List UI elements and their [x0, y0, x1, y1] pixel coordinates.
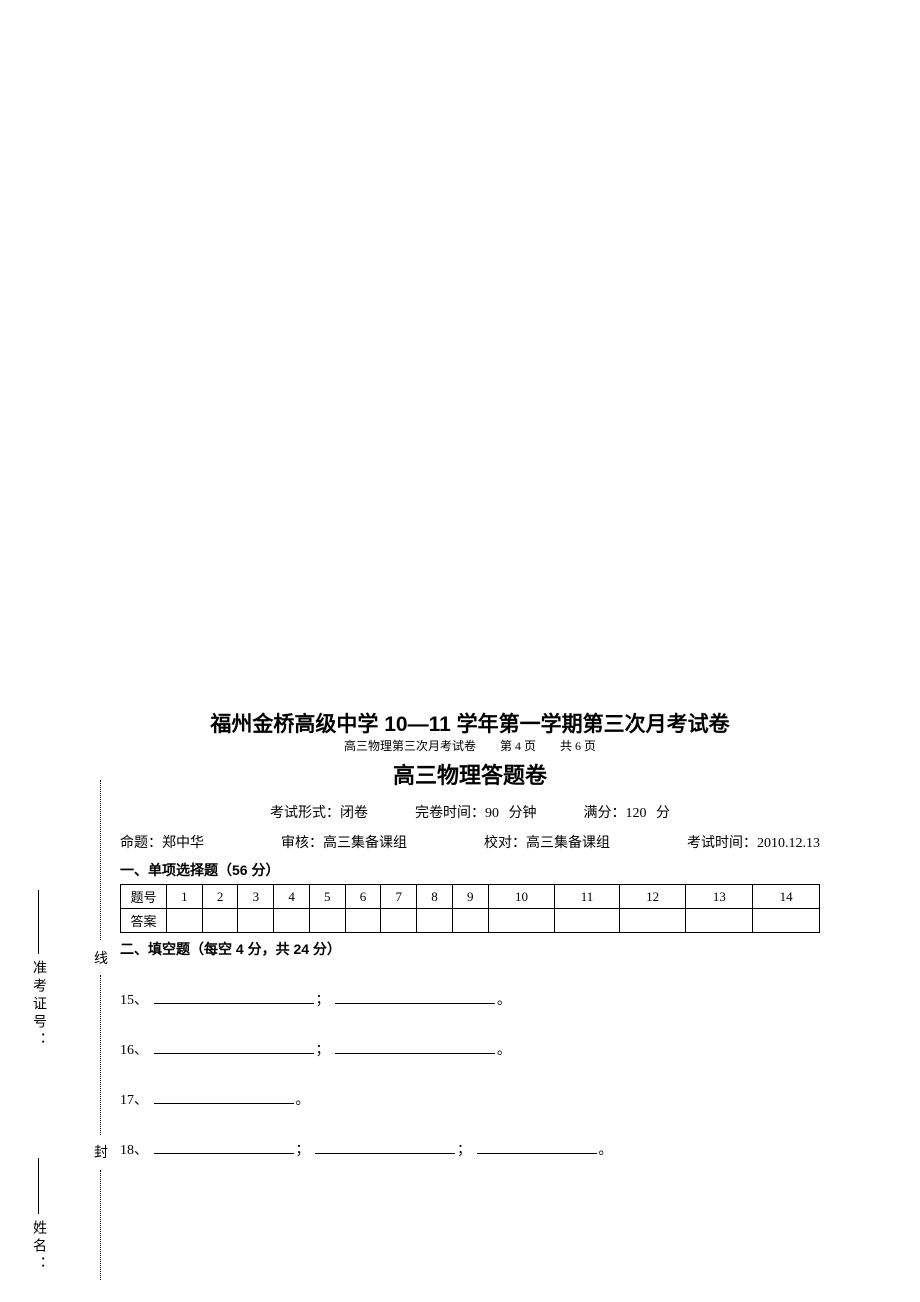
exam-duration: 完卷时间：90 分钟 [415, 806, 537, 821]
question-17: 17、 。 [120, 1089, 820, 1109]
col-num: 4 [274, 885, 310, 909]
answer-cell[interactable] [238, 909, 274, 933]
paper-title: 高三物理答题卷 [120, 758, 820, 790]
fill-blank[interactable] [315, 1153, 455, 1154]
exam-info-row-2: 命题：郑中华 审核：高三集备课组 校对：高三集备课组 考试时间：2010.12.… [120, 832, 820, 852]
answer-cell[interactable] [417, 909, 453, 933]
dotted-line-segment [100, 1170, 101, 1280]
fill-blank[interactable] [335, 1053, 495, 1054]
answer-cell[interactable] [452, 909, 488, 933]
col-num: 9 [452, 885, 488, 909]
exam-maxscore: 满分：120 分 [584, 806, 671, 821]
fill-blank[interactable] [335, 1003, 495, 1004]
col-num: 3 [238, 885, 274, 909]
question-15: 15、 ； 。 [120, 989, 820, 1009]
admission-label: 准考证号： [28, 960, 48, 1050]
exam-review: 审核：高三集备课组 [281, 832, 407, 852]
binding-sidebar: 线 封 [92, 780, 112, 1280]
exam-author: 命题：郑中华 [120, 832, 204, 852]
exam-page: 福州金桥高级中学 10—11 学年第一学期第三次月考试卷 高三物理第三次月考试卷… [120, 710, 820, 1159]
exam-time: 考试时间：2010.12.13 [687, 832, 820, 852]
q-number: 17、 [120, 1093, 148, 1108]
col-num: 13 [686, 885, 753, 909]
fill-blank[interactable] [154, 1053, 314, 1054]
admission-underline [38, 890, 39, 954]
answer-cell[interactable] [274, 909, 310, 933]
col-num: 8 [417, 885, 453, 909]
col-num: 14 [753, 885, 820, 909]
fill-blank[interactable] [477, 1153, 597, 1154]
page-footer: 高三物理第三次月考试卷 第 4 页 共 6 页 [120, 737, 820, 754]
seal-char-feng: 封 [94, 1142, 108, 1162]
exam-info-row-1: 考试形式：闭卷 完卷时间：90 分钟 满分：120 分 [120, 802, 820, 822]
answer-cell[interactable] [619, 909, 686, 933]
answer-cell[interactable] [555, 909, 619, 933]
dotted-line-segment [100, 975, 101, 1135]
exam-type: 考试形式：闭卷 [270, 806, 368, 821]
row-label: 答案 [121, 909, 167, 933]
answer-cell[interactable] [381, 909, 417, 933]
exam-proof: 校对：高三集备课组 [484, 832, 610, 852]
table-row: 答案 [121, 909, 820, 933]
fill-blank[interactable] [154, 1003, 314, 1004]
seal-char-xian: 线 [94, 948, 108, 968]
section-1-header: 一、单项选择题（56 分） [120, 860, 820, 880]
answer-cell[interactable] [345, 909, 381, 933]
question-16: 16、 ； 。 [120, 1039, 820, 1059]
col-num: 12 [619, 885, 686, 909]
col-num: 11 [555, 885, 619, 909]
col-num: 6 [345, 885, 381, 909]
col-num: 5 [309, 885, 345, 909]
name-label: 姓名： [28, 1220, 48, 1274]
fill-blank[interactable] [154, 1103, 294, 1104]
answer-cell[interactable] [753, 909, 820, 933]
answer-cell[interactable] [202, 909, 238, 933]
table-row: 题号 1 2 3 4 5 6 7 8 9 10 11 12 13 14 [121, 885, 820, 909]
name-underline [38, 1158, 39, 1214]
school-title: 福州金桥高级中学 10—11 学年第一学期第三次月考试卷 [120, 710, 820, 739]
col-num: 1 [167, 885, 203, 909]
dotted-line-segment [100, 780, 101, 940]
q-number: 16、 [120, 1043, 148, 1058]
answer-cell[interactable] [686, 909, 753, 933]
section-2-header: 二、填空题（每空 4 分，共 24 分） [120, 939, 820, 959]
q-number: 15、 [120, 993, 148, 1008]
answer-table: 题号 1 2 3 4 5 6 7 8 9 10 11 12 13 14 答案 [120, 884, 820, 933]
question-18: 18、 ； ； 。 [120, 1139, 820, 1159]
answer-cell[interactable] [167, 909, 203, 933]
answer-cell[interactable] [488, 909, 555, 933]
col-num: 10 [488, 885, 555, 909]
answer-cell[interactable] [309, 909, 345, 933]
col-num: 7 [381, 885, 417, 909]
fill-blank[interactable] [154, 1153, 294, 1154]
q-number: 18、 [120, 1143, 148, 1158]
row-label: 题号 [121, 885, 167, 909]
col-num: 2 [202, 885, 238, 909]
